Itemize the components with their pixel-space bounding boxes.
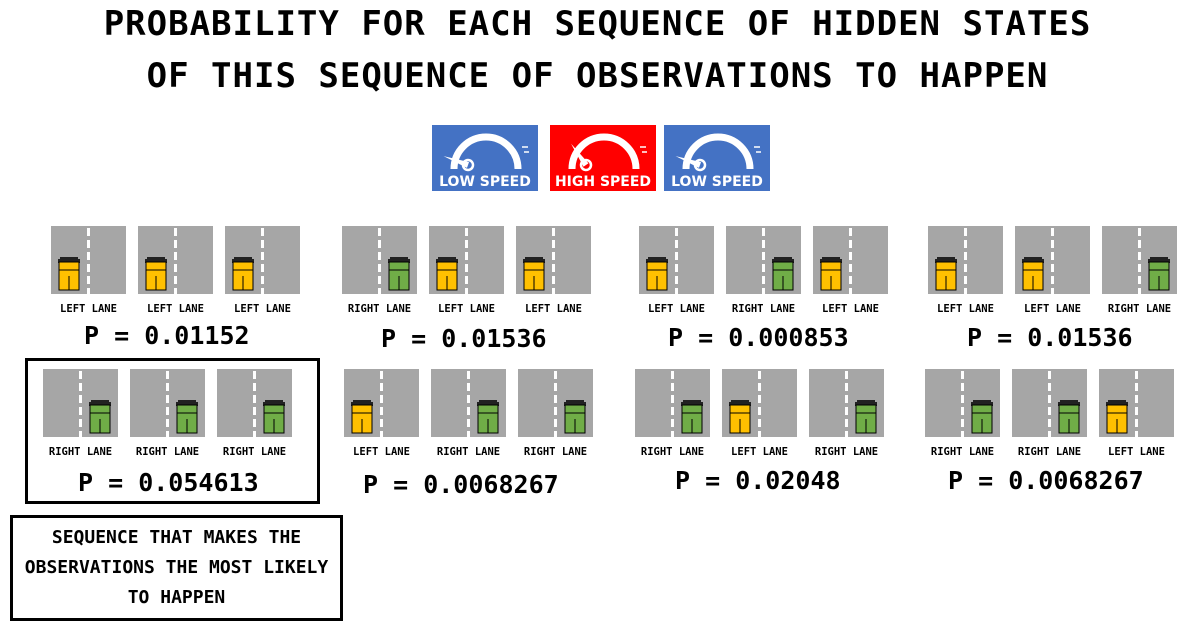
lane-label: RIGHT LANE bbox=[1107, 303, 1172, 315]
probability-value: P = 0.054613 bbox=[78, 468, 259, 497]
lane-label: RIGHT LANE bbox=[48, 446, 113, 458]
left-lane-tile bbox=[1099, 369, 1174, 437]
right-lane-tile bbox=[635, 369, 710, 437]
lane-label: LEFT LANE bbox=[147, 303, 204, 315]
right-lane-tile bbox=[809, 369, 884, 437]
speedometer-icon bbox=[664, 125, 770, 191]
right-lane-tile bbox=[217, 369, 292, 437]
observation-low-speed: LOW SPEED bbox=[664, 125, 770, 191]
lane-label: LEFT LANE bbox=[648, 303, 705, 315]
speedometer-icon bbox=[432, 125, 538, 191]
lane-label: LEFT LANE bbox=[525, 303, 582, 315]
lane-label: RIGHT LANE bbox=[1017, 446, 1082, 458]
title-line-1: PROBABILITY FOR EACH SEQUENCE OF HIDDEN … bbox=[103, 4, 1092, 44]
lane-label: RIGHT LANE bbox=[523, 446, 588, 458]
most-likely-highlight-box bbox=[25, 358, 320, 504]
probability-value: P = 0.02048 bbox=[675, 466, 841, 495]
probability-value: P = 0.000853 bbox=[668, 323, 849, 352]
probability-value: P = 0.01536 bbox=[967, 323, 1133, 352]
lane-label: LEFT LANE bbox=[60, 303, 117, 315]
most-likely-note: SEQUENCE THAT MAKES THE OBSERVATIONS THE… bbox=[10, 515, 343, 621]
right-lane-tile bbox=[1102, 226, 1177, 294]
left-lane-tile bbox=[1015, 226, 1090, 294]
left-lane-tile bbox=[51, 226, 126, 294]
car-on-road-icon bbox=[809, 369, 884, 437]
car-on-road-icon bbox=[51, 226, 126, 294]
left-lane-tile bbox=[344, 369, 419, 437]
car-on-road-icon bbox=[1099, 369, 1174, 437]
car-on-road-icon bbox=[1012, 369, 1087, 437]
lane-label: RIGHT LANE bbox=[930, 446, 995, 458]
car-on-road-icon bbox=[225, 226, 300, 294]
left-lane-tile bbox=[722, 369, 797, 437]
car-on-road-icon bbox=[726, 226, 801, 294]
probability-value: P = 0.01152 bbox=[84, 321, 250, 350]
left-lane-tile bbox=[639, 226, 714, 294]
left-lane-tile bbox=[516, 226, 591, 294]
car-on-road-icon bbox=[1102, 226, 1177, 294]
lane-label: RIGHT LANE bbox=[436, 446, 501, 458]
lane-label: RIGHT LANE bbox=[222, 446, 287, 458]
lane-label: LEFT LANE bbox=[438, 303, 495, 315]
car-on-road-icon bbox=[429, 226, 504, 294]
title-line-2: OF THIS SEQUENCE OF OBSERVATIONS TO HAPP… bbox=[146, 56, 1049, 96]
car-on-road-icon bbox=[635, 369, 710, 437]
probability-value: P = 0.01536 bbox=[381, 324, 547, 353]
speedometer-icon bbox=[550, 125, 656, 191]
right-lane-tile bbox=[518, 369, 593, 437]
right-lane-tile bbox=[925, 369, 1000, 437]
car-on-road-icon bbox=[516, 226, 591, 294]
car-on-road-icon bbox=[518, 369, 593, 437]
right-lane-tile bbox=[1012, 369, 1087, 437]
lane-label: LEFT LANE bbox=[1108, 446, 1165, 458]
lane-label: RIGHT LANE bbox=[814, 446, 879, 458]
car-on-road-icon bbox=[130, 369, 205, 437]
probability-value: P = 0.0068267 bbox=[948, 466, 1144, 495]
left-lane-tile bbox=[928, 226, 1003, 294]
right-lane-tile bbox=[726, 226, 801, 294]
lane-label: LEFT LANE bbox=[234, 303, 291, 315]
lane-label: RIGHT LANE bbox=[731, 303, 796, 315]
car-on-road-icon bbox=[344, 369, 419, 437]
observation-label: LOW SPEED bbox=[671, 174, 763, 190]
car-on-road-icon bbox=[342, 226, 417, 294]
car-on-road-icon bbox=[431, 369, 506, 437]
lane-label: RIGHT LANE bbox=[347, 303, 412, 315]
lane-label: LEFT LANE bbox=[1024, 303, 1081, 315]
car-on-road-icon bbox=[138, 226, 213, 294]
right-lane-tile bbox=[43, 369, 118, 437]
lane-label: LEFT LANE bbox=[353, 446, 410, 458]
car-on-road-icon bbox=[43, 369, 118, 437]
car-on-road-icon bbox=[722, 369, 797, 437]
right-lane-tile bbox=[342, 226, 417, 294]
car-on-road-icon bbox=[1015, 226, 1090, 294]
observation-low-speed: LOW SPEED bbox=[432, 125, 538, 191]
right-lane-tile bbox=[431, 369, 506, 437]
observation-label: HIGH SPEED bbox=[554, 174, 652, 190]
car-on-road-icon bbox=[639, 226, 714, 294]
left-lane-tile bbox=[225, 226, 300, 294]
lane-label: LEFT LANE bbox=[731, 446, 788, 458]
observation-label: LOW SPEED bbox=[439, 174, 531, 190]
car-on-road-icon bbox=[925, 369, 1000, 437]
lane-label: LEFT LANE bbox=[822, 303, 879, 315]
lane-label: RIGHT LANE bbox=[640, 446, 705, 458]
car-on-road-icon bbox=[217, 369, 292, 437]
right-lane-tile bbox=[130, 369, 205, 437]
left-lane-tile bbox=[138, 226, 213, 294]
lane-label: RIGHT LANE bbox=[135, 446, 200, 458]
probability-value: P = 0.0068267 bbox=[363, 470, 559, 499]
observation-high-speed: HIGH SPEED bbox=[550, 125, 656, 191]
car-on-road-icon bbox=[928, 226, 1003, 294]
left-lane-tile bbox=[813, 226, 888, 294]
car-on-road-icon bbox=[813, 226, 888, 294]
lane-label: LEFT LANE bbox=[937, 303, 994, 315]
left-lane-tile bbox=[429, 226, 504, 294]
